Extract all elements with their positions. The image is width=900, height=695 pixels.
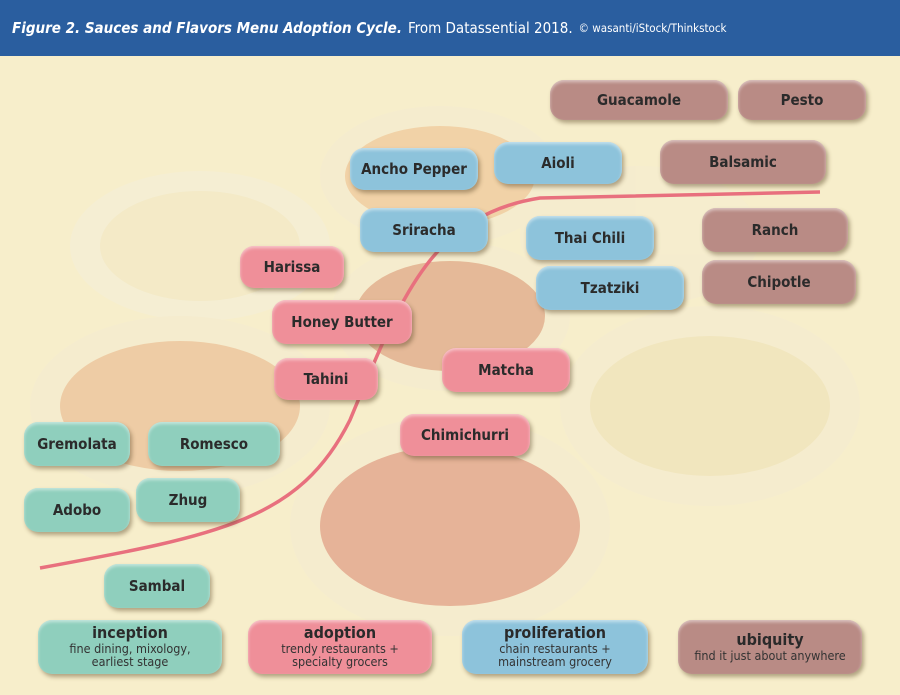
flavor-label: Ancho Pepper <box>361 160 467 178</box>
flavor-zhug: Zhug <box>136 478 240 522</box>
flavor-label: Sambal <box>128 577 186 595</box>
legend-description: fine dining, mixology, <box>69 641 191 657</box>
legend-adoption: adoption trendy restaurants + specialty … <box>248 620 432 674</box>
flavor-ranch: Ranch <box>702 208 848 252</box>
flavor-ancho-pepper: Ancho Pepper <box>350 148 478 190</box>
legend-ubiquity: ubiquity find it just about anywhere <box>678 620 862 674</box>
flavor-chimichurri: Chimichurri <box>400 414 530 456</box>
flavor-tahini: Tahini <box>274 358 378 400</box>
flavor-label: Thai Chili <box>554 229 626 247</box>
flavor-matcha: Matcha <box>442 348 570 392</box>
flavor-label: Ranch <box>751 221 799 239</box>
flavor-label: Chimichurri <box>421 426 509 444</box>
legend-title: inception <box>92 623 168 643</box>
flavor-guacamole: Guacamole <box>550 80 728 120</box>
figure-source: From Datassential 2018. <box>407 19 573 37</box>
flavor-sriracha: Sriracha <box>360 208 488 252</box>
legend-title: proliferation <box>504 623 606 643</box>
legend-title: adoption <box>303 623 377 643</box>
flavor-chipotle: Chipotle <box>702 260 856 304</box>
flavor-label: Romesco <box>179 435 249 453</box>
flavor-label: Adobo <box>52 501 102 519</box>
flavor-thai-chili: Thai Chili <box>526 216 654 260</box>
legend-description: mainstream grocery <box>498 654 612 670</box>
flavor-honey-butter: Honey Butter <box>272 300 412 344</box>
flavor-sambal: Sambal <box>104 564 210 608</box>
flavor-pesto: Pesto <box>738 80 866 120</box>
flavor-label: Honey Butter <box>291 313 393 331</box>
photo-credit: © wasanti/iStock/Thinkstock <box>578 21 727 35</box>
flavor-romesco: Romesco <box>148 422 280 466</box>
flavor-tzatziki: Tzatziki <box>536 266 684 310</box>
flavor-label: Matcha <box>478 361 534 379</box>
flavor-label: Harissa <box>263 258 321 276</box>
flavor-label: Zhug <box>168 491 208 509</box>
flavor-label: Aioli <box>541 154 575 172</box>
flavor-gremolata: Gremolata <box>24 422 130 466</box>
flavor-label: Pesto <box>780 91 824 109</box>
flavor-label: Tzatziki <box>580 279 640 297</box>
flavor-label: Balsamic <box>709 153 777 171</box>
flavor-label: Guacamole <box>596 91 681 109</box>
flavor-harissa: Harissa <box>240 246 344 288</box>
flavor-label: Tahini <box>303 370 349 388</box>
legend-description: specialty grocers <box>292 654 388 670</box>
flavor-aioli: Aioli <box>494 142 622 184</box>
flavor-balsamic: Balsamic <box>660 140 826 184</box>
legend-inception: inception fine dining, mixology, earlies… <box>38 620 222 674</box>
figure-label: Figure 2. Sauces and Flavors Menu Adopti… <box>12 19 402 37</box>
flavor-adobo: Adobo <box>24 488 130 532</box>
flavor-label: Chipotle <box>747 273 811 291</box>
legend-description: earliest stage <box>91 654 169 670</box>
legend-proliferation: proliferation chain restaurants + mainst… <box>462 620 648 674</box>
figure-caption: Figure 2. Sauces and Flavors Menu Adopti… <box>0 0 900 56</box>
legend-description: trendy restaurants + <box>281 641 399 657</box>
flavor-label: Gremolata <box>37 435 117 453</box>
legend-description: find it just about anywhere <box>694 647 846 663</box>
legend-description: chain restaurants + <box>499 641 611 657</box>
legend-title: ubiquity <box>736 630 804 650</box>
flavor-label: Sriracha <box>392 221 456 239</box>
